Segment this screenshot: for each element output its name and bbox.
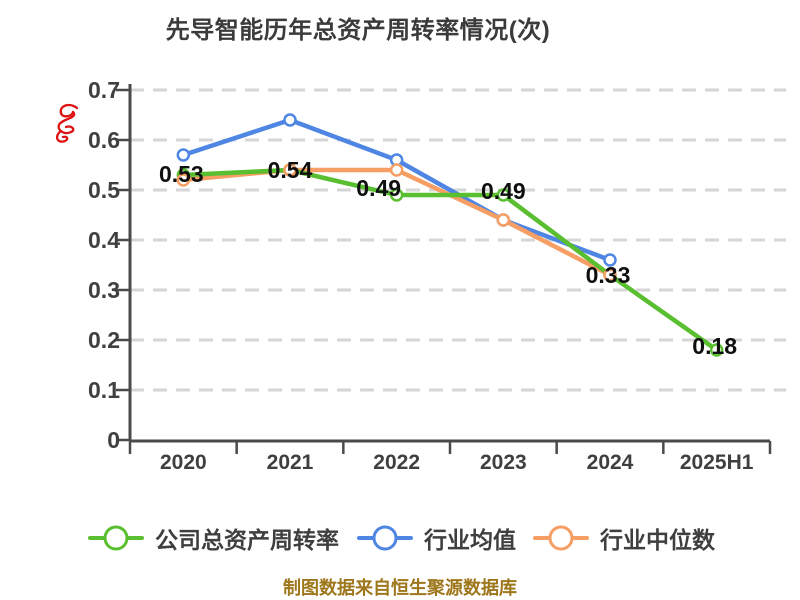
legend-item-industry-average: 行业均值 — [357, 524, 516, 553]
legend-line-circle-icon — [533, 524, 589, 552]
data-point-industry-average-2020 — [176, 148, 191, 162]
y-axis-labels: 0 0.1 0.2 0.3 0.4 0.5 0.6 0.7 — [88, 77, 120, 453]
data-point-industry-median-2020 — [176, 173, 191, 187]
legend-item-company: 公司总资产周转率 — [88, 524, 339, 553]
x-tick-label: 2021 — [267, 451, 314, 474]
legend-label-industry-median: 行业中位数 — [600, 527, 715, 553]
y-tick-label: 0.1 — [88, 377, 120, 403]
point-value-label: 0.54 — [268, 157, 313, 183]
data-point-industry-median-2022 — [389, 163, 404, 177]
data-point-company-total-asset-turnover-2023 — [496, 188, 511, 202]
x-tick-label: 2020 — [160, 451, 207, 474]
x-axis-labels: 2020 2021 2022 2023 2024 2025H1 — [160, 451, 754, 474]
data-point-industry-average-2024 — [603, 253, 617, 267]
y-tick-label: 0.4 — [88, 227, 120, 253]
series-markers-industry-median — [176, 163, 617, 282]
point-value-label: 0.53 — [159, 161, 204, 187]
y-tick-label: 0.7 — [88, 77, 120, 103]
point-value-labels: 0.53 0.54 0.49 0.49 0.33 0.18 — [159, 157, 737, 359]
y-tick-label: 0.2 — [88, 327, 120, 353]
legend-line-circle-icon — [357, 524, 413, 552]
point-value-label: 0.33 — [586, 262, 631, 288]
footer-data-source-credit: 制图数据来自恒生聚源数据库 — [283, 578, 517, 598]
series-line-company-total-asset-turnover — [181, 167, 719, 353]
chart-legend: 公司总资产周转率 行业均值 行业中位数 — [0, 524, 800, 554]
y-tick-label: 0.6 — [88, 127, 120, 153]
x-tick-label: 2025H1 — [680, 451, 754, 474]
point-value-label: 0.49 — [481, 178, 526, 204]
x-tick-label: 2023 — [480, 451, 527, 474]
data-point-industry-median-2021 — [283, 163, 297, 177]
page-title: 先导智能历年总资产周转率情况(次) — [165, 17, 551, 44]
x-tick-label: 2024 — [587, 451, 634, 474]
data-point-industry-average-2021 — [283, 113, 297, 127]
data-point-company-total-asset-turnover-2025H1 — [709, 343, 724, 357]
point-value-label: 0.18 — [692, 333, 737, 359]
data-point-industry-median-2023 — [496, 213, 511, 227]
legend-line-circle-icon — [88, 524, 144, 552]
data-point-industry-median-2024 — [603, 268, 617, 282]
data-point-company-total-asset-turnover-2022 — [389, 188, 404, 202]
y-tick-label: 0.5 — [88, 177, 120, 203]
gridlines — [130, 88, 786, 392]
x-tick-label: 2022 — [373, 451, 420, 474]
point-value-label: 0.49 — [356, 175, 401, 201]
legend-item-industry-median: 行业中位数 — [533, 524, 715, 553]
y-tick-label: 0.3 — [88, 277, 120, 303]
red-scribble-annotation — [55, 103, 79, 143]
axes — [116, 84, 772, 454]
y-tick-label: 0 — [107, 427, 120, 453]
legend-label-industry-average: 行业均值 — [424, 527, 516, 553]
legend-label-company: 公司总资产周转率 — [155, 527, 339, 553]
